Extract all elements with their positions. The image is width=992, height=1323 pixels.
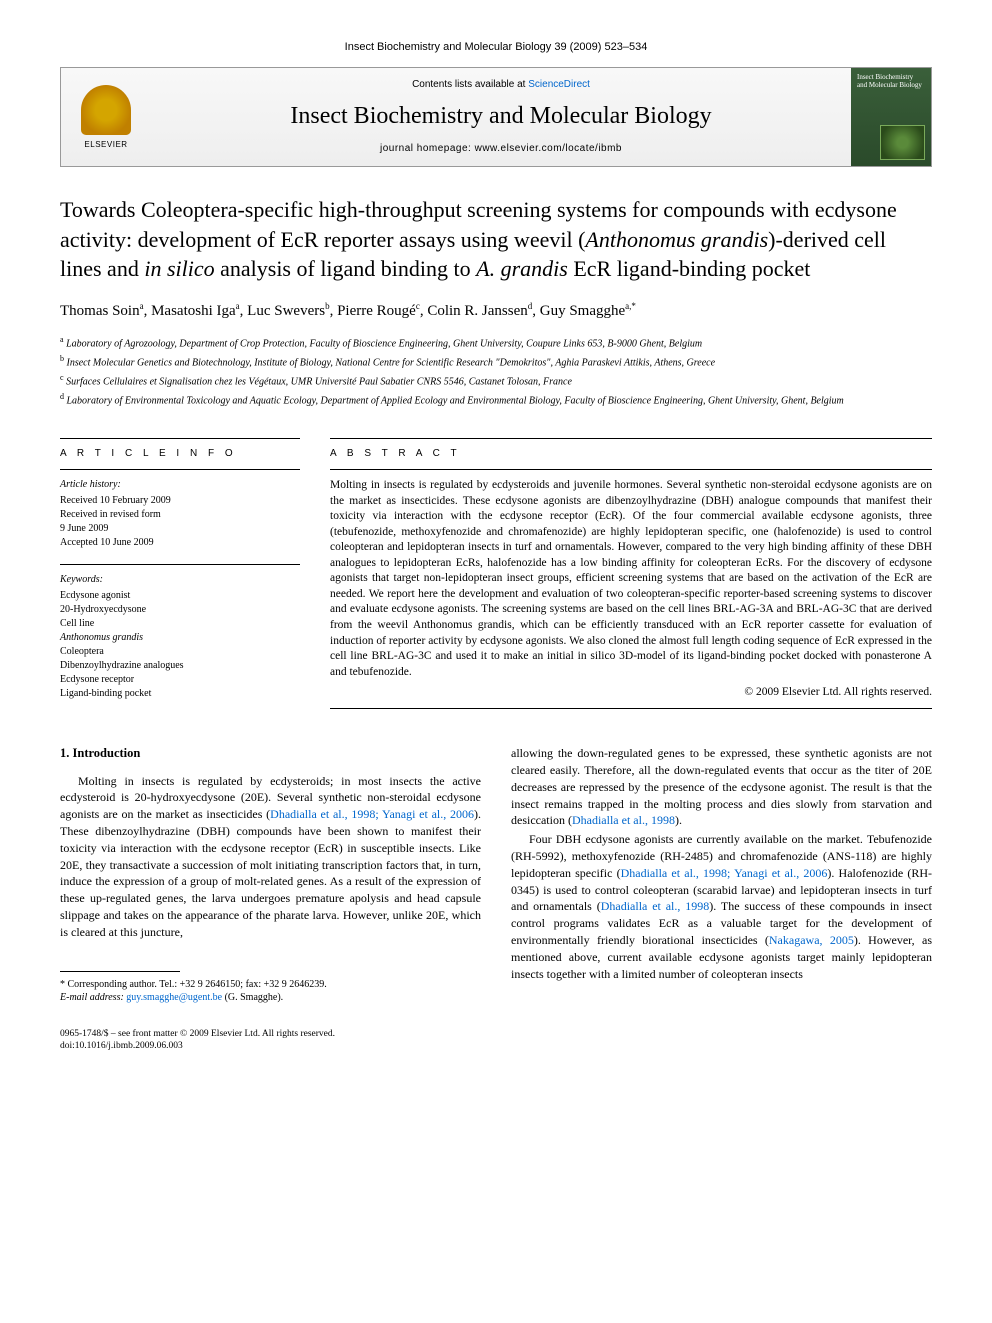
journal-homepage-line: journal homepage: www.elsevier.com/locat… [159,142,843,156]
history-lines: Received 10 February 2009Received in rev… [60,494,300,550]
author: Luc Sweversb [247,303,329,319]
authors-line: Thomas Soina, Masatoshi Igaa, Luc Swever… [60,300,932,322]
article-info-heading: A R T I C L E I N F O [60,447,300,461]
title-italic-3: A. grandis [476,256,568,281]
affiliation: b Insect Molecular Genetics and Biotechn… [60,353,932,371]
keyword-item: Ecdysone agonist [60,589,300,603]
title-part-5: analysis of ligand binding to [215,256,477,281]
body-column-right: allowing the down-regulated genes to be … [511,745,932,1003]
footnotes: * Corresponding author. Tel.: +32 9 2646… [60,978,481,1004]
article-title: Towards Coleoptera-specific high-through… [60,195,932,284]
elsevier-tree-icon [81,85,131,135]
keyword-item: Ecdysone receptor [60,673,300,687]
abstract-column: A B S T R A C T Molting in insects is re… [330,430,932,717]
title-italic-1: Anthonomus grandis [585,227,768,252]
keyword-item: Dibenzoylhydrazine analogues [60,659,300,673]
homepage-url[interactable]: www.elsevier.com/locate/ibmb [475,143,622,154]
keyword-item: 20-Hydroxyecdysone [60,603,300,617]
affiliations: a Laboratory of Agrozoology, Department … [60,334,932,408]
ref-link-3[interactable]: Dhadialla et al., 1998; Yanagi et al., 2… [621,866,828,880]
title-italic-2: in silico [144,256,214,281]
history-item: Accepted 10 June 2009 [60,536,300,550]
page-footer: 0965-1748/$ – see front matter © 2009 El… [60,1028,932,1053]
ref-link-4[interactable]: Dhadialla et al., 1998 [601,899,710,913]
sciencedirect-link[interactable]: ScienceDirect [528,79,590,90]
corresponding-author: * Corresponding author. Tel.: +32 9 2646… [60,978,481,991]
p1-text-b: ). These dibenzoylhydrazine (DBH) compou… [60,807,481,939]
intro-para-2: Four DBH ecdysone agonists are currently… [511,831,932,982]
journal-header-box: ELSEVIER Contents lists available at Sci… [60,67,932,167]
body-column-left: 1. Introduction Molting in insects is re… [60,745,481,1003]
intro-para-1: Molting in insects is regulated by ecdys… [60,773,481,941]
author: Guy Smagghea,* [540,303,636,319]
title-part-7: EcR ligand-binding pocket [568,256,811,281]
email-label: E-mail address: [60,992,124,1003]
header-center: Contents lists available at ScienceDirec… [151,68,851,166]
journal-reference: Insect Biochemistry and Molecular Biolog… [60,40,932,55]
article-info-column: A R T I C L E I N F O Article history: R… [60,430,300,717]
elsevier-label: ELSEVIER [84,139,127,150]
history-item: Received in revised form [60,508,300,522]
keyword-item: Coleoptera [60,645,300,659]
history-item: Received 10 February 2009 [60,494,300,508]
contents-available-line: Contents lists available at ScienceDirec… [159,78,843,92]
abstract-copyright: © 2009 Elsevier Ltd. All rights reserved… [330,684,932,700]
p1c-text-b: ). [675,813,682,827]
author: Masatoshi Igaa [151,303,240,319]
contents-prefix: Contents lists available at [412,79,528,90]
keywords-lines: Ecdysone agonist20-HydroxyecdysoneCell l… [60,589,300,701]
author: Thomas Soina [60,303,144,319]
affiliation: d Laboratory of Environmental Toxicology… [60,391,932,409]
ref-link-2[interactable]: Dhadialla et al., 1998 [572,813,675,827]
affiliation: c Surfaces Cellulaires et Signalisation … [60,372,932,390]
intro-para-1-cont: allowing the down-regulated genes to be … [511,745,932,829]
email-suffix: (G. Smagghe). [222,992,283,1003]
cover-title: Insect Biochemistry and Molecular Biolog… [857,74,925,89]
history-label: Article history: [60,478,300,492]
body-columns: 1. Introduction Molting in insects is re… [60,745,932,1003]
ref-link-5[interactable]: Nakagawa, 2005 [769,933,854,947]
abstract-heading: A B S T R A C T [330,447,932,461]
homepage-prefix: journal homepage: [380,143,475,154]
elsevier-logo: ELSEVIER [61,68,151,166]
cover-image [880,125,925,160]
ref-link-1[interactable]: Dhadialla et al., 1998; Yanagi et al., 2… [270,807,474,821]
intro-heading: 1. Introduction [60,745,481,763]
footer-line-2: doi:10.1016/j.ibmb.2009.06.003 [60,1040,932,1052]
journal-name: Insect Biochemistry and Molecular Biolog… [159,100,843,134]
affiliation: a Laboratory of Agrozoology, Department … [60,334,932,352]
keywords-label: Keywords: [60,573,300,587]
email-link[interactable]: guy.smagghe@ugent.be [126,992,222,1003]
author: Pierre Rougéc [337,303,420,319]
keyword-item: Ligand-binding pocket [60,687,300,701]
email-line: E-mail address: guy.smagghe@ugent.be (G.… [60,991,481,1004]
keyword-item: Cell line [60,617,300,631]
history-item: 9 June 2009 [60,522,300,536]
author: Colin R. Janssend [427,303,532,319]
footer-line-1: 0965-1748/$ – see front matter © 2009 El… [60,1028,932,1040]
keyword-item: Anthonomus grandis [60,631,300,645]
journal-cover-thumbnail: Insect Biochemistry and Molecular Biolog… [851,68,931,166]
abstract-text: Molting in insects is regulated by ecdys… [330,478,932,680]
